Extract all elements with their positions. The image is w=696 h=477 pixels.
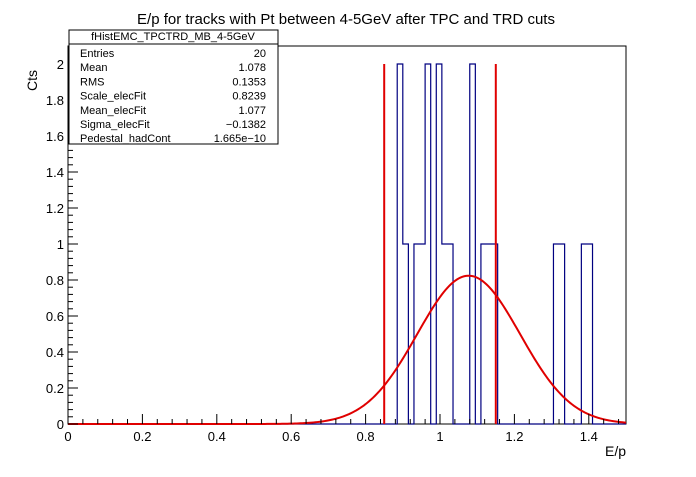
x-tick-label: 0.2 [133,429,151,444]
stats-row-value: 1.078 [238,62,266,74]
stats-row-label: Pedestal_hadCont [80,133,171,145]
histogram-bin [487,244,493,424]
stats-box-title: fHistEMC_TPCTRD_MB_4-5GeV [91,31,255,43]
histogram-outline [68,63,626,425]
histogram-bin [442,244,448,424]
stats-row-value: 20 [254,48,266,60]
x-tick-label: 1 [436,429,443,444]
histogram-bin [425,64,431,424]
y-tick-label: 1.2 [46,201,64,216]
histogram-bin [436,64,442,424]
chart-title: E/p for tracks with Pt between 4-5GeV af… [137,11,555,28]
y-tick-label: 0.2 [46,381,64,396]
stats-row-label: Mean_elecFit [80,105,146,117]
histogram-bin [470,64,476,424]
axis-layer: 0 0.2 0.4 0.6 0.8 1 1.2 1.4 0 0.2 0.4 0.6 0.8 1 1.2 1.4… [46,49,620,444]
y-axis-label: Cts [24,70,40,91]
x-tick-label: 0.6 [282,429,300,444]
histogram-layer [68,63,626,425]
y-tick-label: 0.8 [46,273,64,288]
stats-row-label: Mean [80,62,108,74]
x-tick-label: 1.2 [505,429,523,444]
stats-row-value: 1.077 [238,105,266,117]
histogram-bin [581,244,587,424]
histogram-bin [420,244,426,424]
stats-row-value: 0.1353 [232,76,266,88]
y-tick-label: 0.6 [46,309,64,324]
x-tick-label: 0.8 [357,429,375,444]
stats-row-label: RMS [80,76,104,88]
x-tick-label: 0 [64,429,71,444]
x-tick-label: 1.4 [580,429,598,444]
fit-layer [68,274,627,425]
stats-box-frame [68,29,279,145]
stats-row-value: 1.665e−10 [214,133,266,145]
stats-row-value: −0.1382 [226,119,266,131]
fit-curve [68,274,627,425]
stats-row-label: Entries [80,48,115,60]
y-tick-label: 1.4 [46,165,64,180]
y-tick-label: 0.4 [46,345,64,360]
y-tick-label: 1 [57,237,64,252]
y-tick-label: 0 [57,417,64,432]
marker-layer [383,64,497,424]
histogram-bin [403,244,409,424]
histogram-bin [447,244,453,424]
histogram-bin [481,244,487,424]
histogram-bin [587,244,593,424]
y-tick-label: 2 [57,57,64,72]
x-tick-label: 0.4 [208,429,226,444]
stats-row-label: Scale_elecFit [80,91,146,103]
y-tick-label: 1.6 [46,129,64,144]
stats-row-label: Sigma_elecFit [80,119,150,131]
y-tick-label: 1.8 [46,93,64,108]
x-axis-label: E/p [605,443,626,459]
stats-box: fHistEMC_TPCTRD_MB_4-5GeV Entries 20 Mean 1… [68,29,279,145]
histogram-bin [553,244,559,424]
histogram-bin [397,64,403,424]
stats-row-value: 0.8239 [232,91,266,103]
